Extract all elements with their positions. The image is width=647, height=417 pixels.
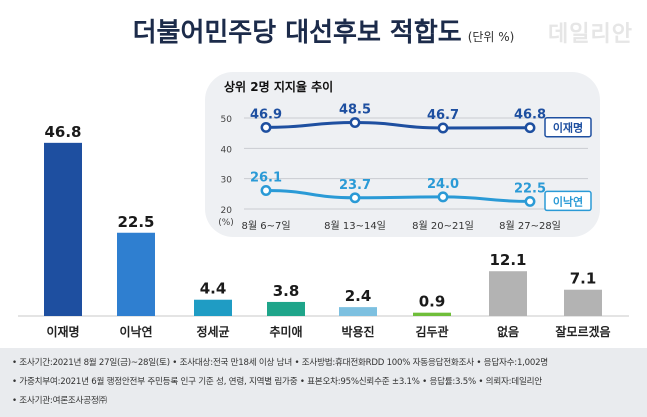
- bar-value-label: 22.5: [117, 213, 154, 231]
- bar: [489, 271, 527, 316]
- data-point: [260, 121, 272, 133]
- category-label: 잘모르겠음: [555, 324, 610, 339]
- bar: [44, 142, 82, 316]
- data-value-label: 24.0: [427, 177, 459, 192]
- category-label: 이재명: [46, 324, 79, 339]
- data-point: [524, 122, 536, 134]
- x-tick-label: 8월 13~14일: [324, 220, 386, 232]
- bar-value-label: 3.8: [273, 282, 300, 300]
- footnote-line: • 조사기관:여론조사공정㈜: [12, 396, 107, 406]
- survey-footnote: • 조사기간:2021년 8월 27일(금)~28일(토) • 조사대상:전국 …: [0, 348, 647, 417]
- series-legend-tag: [544, 190, 592, 212]
- data-value-label: 22.5: [514, 181, 546, 196]
- bar: [117, 232, 155, 316]
- category-label: 박용진: [341, 324, 374, 339]
- y-tick-label: 30: [221, 176, 233, 186]
- bar-value-label: 7.1: [570, 270, 597, 288]
- bar-value-label: 4.4: [200, 280, 227, 298]
- line-chart: 50 40 30 20 (%) 8월 6~7일 8월 13~14일 8월 20~21일 8월 2…: [218, 103, 592, 232]
- data-value-label: 46.8: [514, 108, 546, 123]
- y-tick-label: 40: [221, 145, 233, 155]
- data-value-label: 26.1: [250, 170, 282, 185]
- bar-value-label: 12.1: [489, 251, 526, 269]
- data-value-label: 23.7: [339, 178, 371, 193]
- bar: [413, 312, 451, 316]
- category-label: 정세균: [196, 324, 229, 339]
- x-tick-label: 8월 27~28일: [499, 220, 561, 232]
- bar-value-label: 0.9: [419, 293, 446, 311]
- bar-value-label: 2.4: [345, 287, 372, 305]
- publisher-logo: 데일리안: [548, 22, 633, 47]
- data-point: [349, 192, 361, 204]
- bar: [564, 289, 602, 316]
- bar-chart: 46.8 이재명 22.5 이낙연 4.4 정세균 3.8 추미애 2.4 박용진 0.9 김두관 12…: [18, 123, 629, 339]
- series-name-label: 이재명: [553, 121, 583, 135]
- inset-title: 상위 2명 지지율 추이: [224, 78, 333, 95]
- unit-label: (단위 %): [467, 30, 515, 44]
- y-axis-unit: (%): [218, 218, 234, 228]
- x-tick-label: 8월 6~7일: [241, 220, 290, 232]
- data-point: [524, 195, 536, 207]
- category-label: 추미애: [269, 324, 302, 339]
- data-value-label: 46.9: [250, 107, 282, 122]
- category-label: 없음: [497, 324, 519, 339]
- series-line: [265, 121, 531, 130]
- bar: [194, 299, 232, 316]
- y-tick-label: 20: [221, 206, 233, 216]
- footnote-line: • 조사기간:2021년 8월 27일(금)~28일(토) • 조사대상:전국 …: [12, 358, 548, 368]
- data-point: [437, 122, 449, 134]
- y-tick-label: 50: [221, 115, 233, 125]
- series-line: [265, 188, 531, 203]
- chart-title: 더불어민주당 대선후보 적합도 (단위 %): [0, 12, 647, 49]
- bar: [267, 301, 305, 316]
- x-tick-label: 8월 20~21일: [412, 220, 474, 232]
- series-name-label: 이낙연: [553, 194, 583, 208]
- data-point: [349, 117, 361, 129]
- data-point: [437, 191, 449, 203]
- category-label: 김두관: [415, 324, 448, 339]
- data-value-label: 48.5: [339, 103, 371, 118]
- bar: [339, 307, 377, 316]
- data-point: [260, 185, 272, 196]
- bar-value-label: 46.8: [44, 123, 81, 141]
- footnote-line: • 가중치부여:2021년 6월 행정안전부 주민등록 인구 기준 성, 연령,…: [12, 377, 542, 387]
- series-legend-tag: [544, 116, 592, 138]
- category-label: 이낙연: [119, 324, 152, 339]
- chart-title-text: 더불어민주당 대선후보 적합도: [132, 18, 462, 48]
- inset-title-text: 상위 2명 지지율 추이: [224, 80, 334, 94]
- data-value-label: 46.7: [427, 108, 459, 123]
